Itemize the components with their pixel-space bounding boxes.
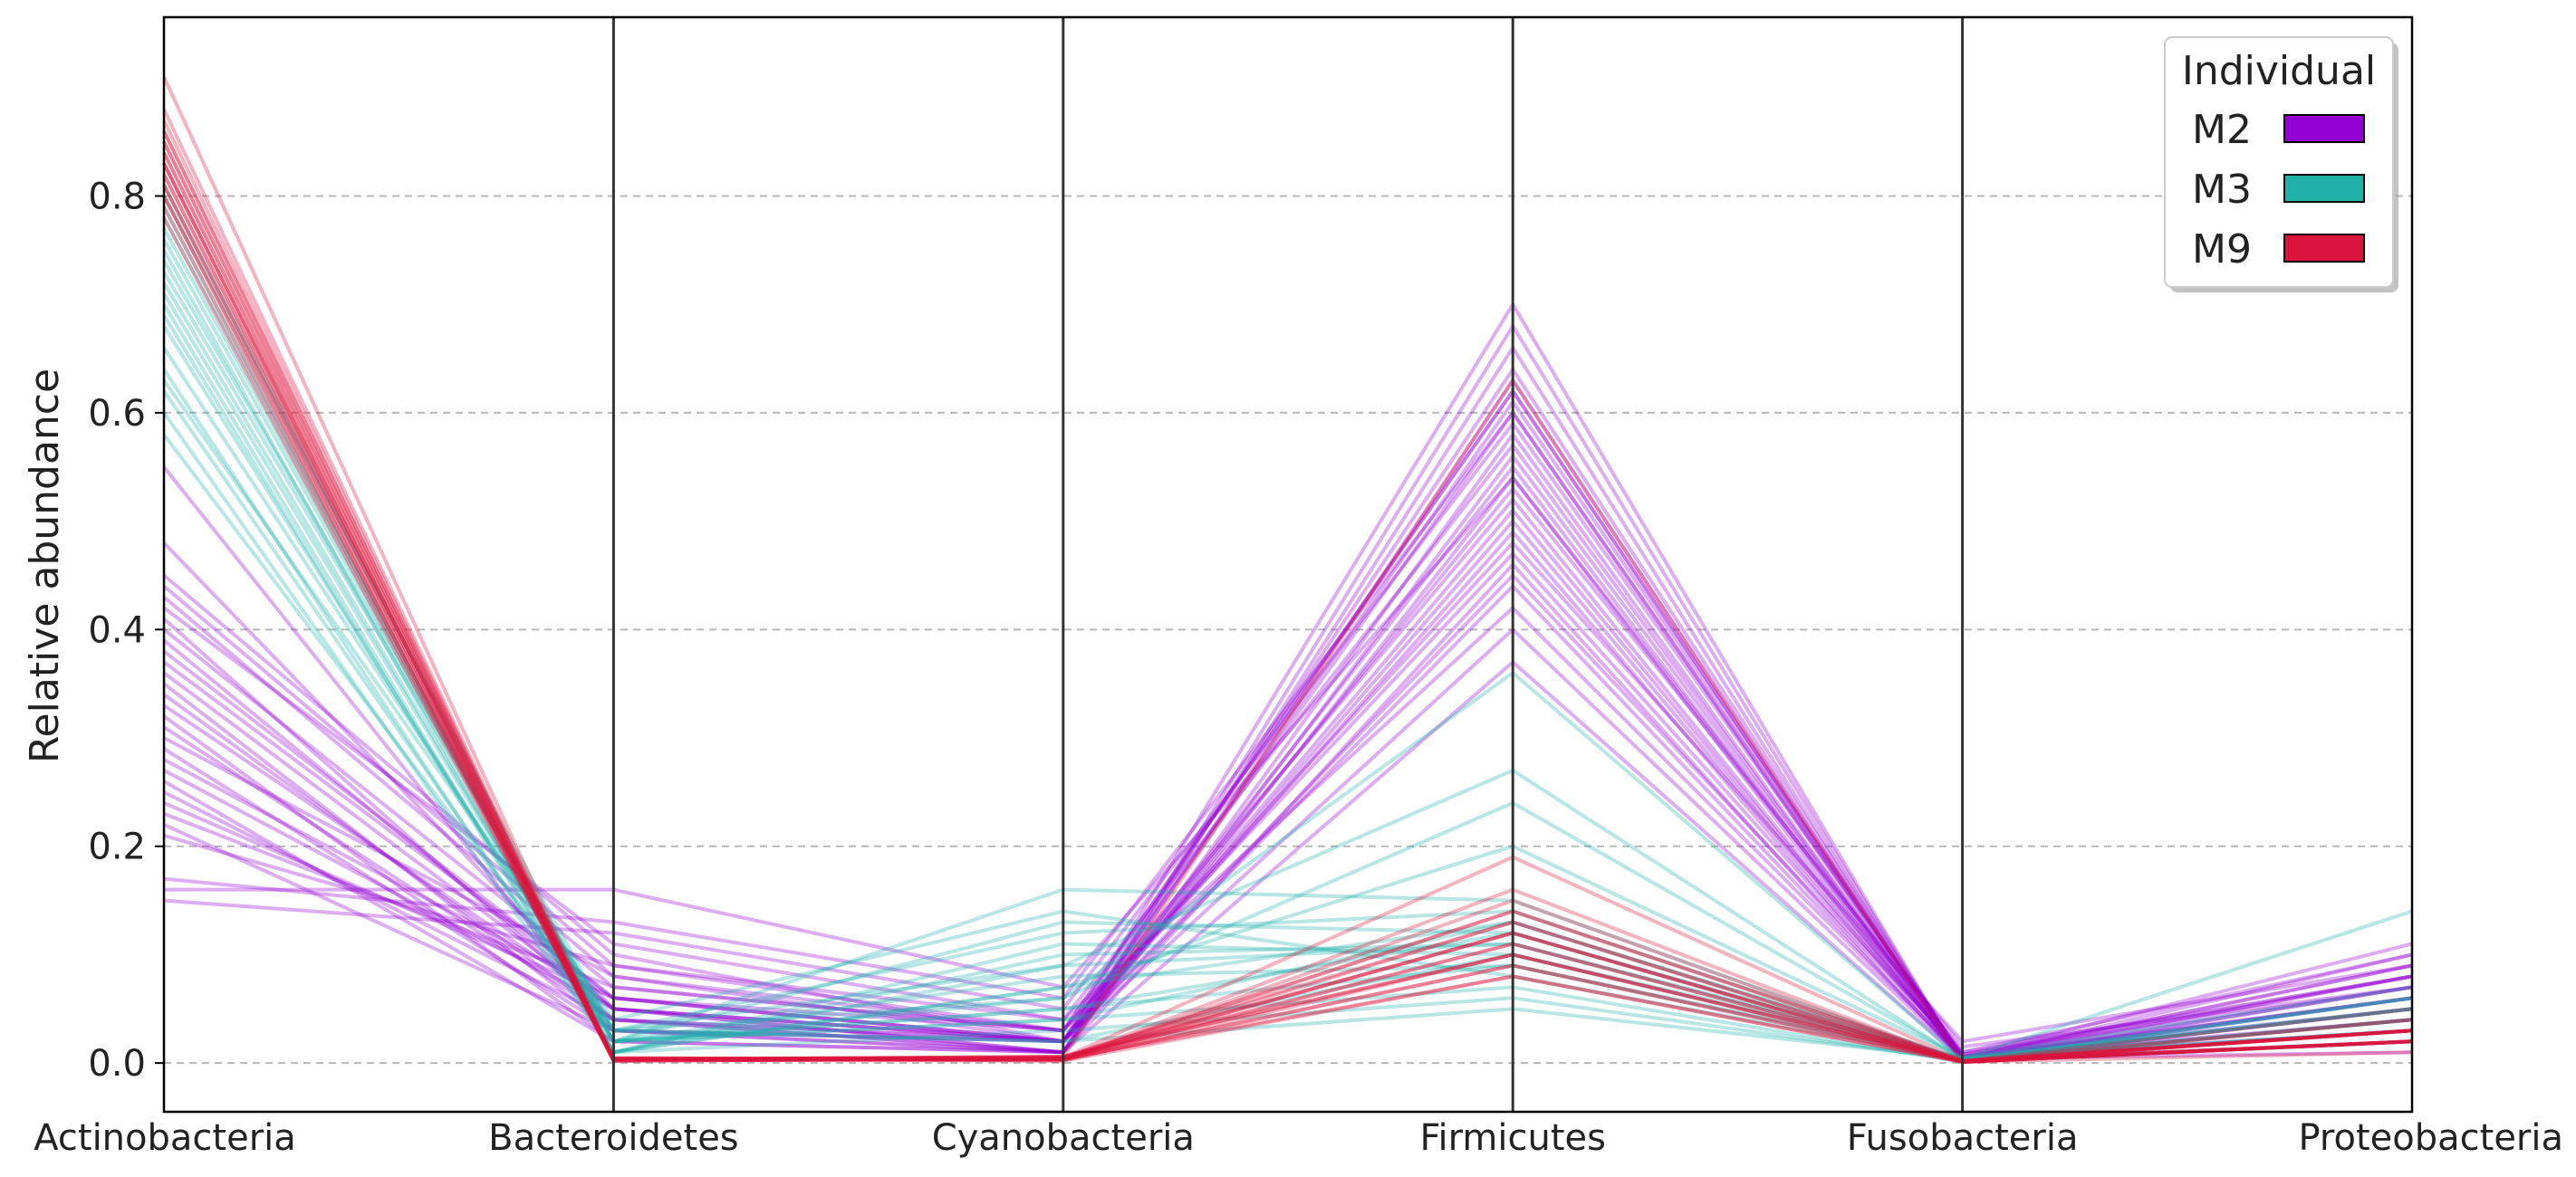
series-line-m2 [163,410,2413,1058]
series-line-m2 [162,399,2413,1058]
series-line-m9 [162,108,2413,1064]
series-line-m2 [162,541,2413,1044]
series-line-m2 [163,389,2413,1062]
series-lines-layer [162,75,2413,1064]
legend-label: M3 [2192,167,2252,213]
series-line-m3 [162,325,2413,1061]
y-axis-label: Relative abundance [22,368,68,763]
series-line-m2 [163,389,2413,1061]
series-line-m2 [162,454,2413,1061]
series-line-m2 [163,302,2413,1064]
series-line-m2 [162,573,2413,1055]
series-line-m3 [162,303,2413,1060]
series-line-m3 [162,378,2413,1062]
series-line-m2 [163,346,2413,1063]
series-line-m2 [163,508,2413,1060]
series-line-m2 [162,541,2413,1060]
series-line-m9 [162,140,2413,1063]
category-label: Bacteroidetes [488,1117,739,1159]
series-line-m2 [164,475,2413,1055]
series-line-m3 [162,389,2413,1062]
series-line-m3 [162,238,2413,1063]
series-line-m2 [162,410,2413,1062]
category-label: Fusobacteria [1847,1117,2079,1159]
series-line-m2 [162,562,2413,1063]
legend-label: M2 [2192,107,2252,153]
series-line-m9 [162,195,2413,1064]
series-line-m3 [162,195,2413,1060]
series-line-m3 [162,368,2413,1063]
series-line-m2 [162,530,2413,1062]
series-line-m9 [162,206,2413,1064]
series-line-m3 [162,347,2413,1062]
legend-label: M9 [2192,226,2252,273]
series-line-m9 [162,173,2413,1064]
plot-frame [162,15,2414,1114]
series-line-m9 [162,173,2413,1064]
series-line-m2 [162,519,2413,1060]
series-line-m9 [162,162,2413,1064]
y-tick-label: 0.0 [88,1043,146,1085]
legend-swatch [2283,174,2365,203]
category-label: Actinobacteria [34,1117,296,1159]
series-line-m3 [162,271,2413,1062]
series-line-m3 [162,184,2413,1064]
series-line-m2 [163,443,2413,1061]
legend-box [2164,36,2394,288]
series-line-m9 [162,195,2413,1064]
legend-title: Individual [2182,48,2376,94]
series-line-m9 [162,184,2413,1063]
series-line-m9 [162,151,2413,1064]
category-label: Firmicutes [1419,1117,1606,1159]
y-tick-label: 0.6 [88,393,146,435]
series-line-m2 [162,465,2413,1062]
series-line-m9 [162,216,2413,1063]
series-line-m3 [162,314,2413,1063]
series-line-m2 [162,475,2413,1063]
series-line-m2 [162,497,2413,1061]
series-line-m2 [163,368,2413,1060]
series-line-m9 [162,151,2413,1064]
series-line-m3 [162,260,2413,1062]
category-label: Cyanobacteria [932,1117,1195,1159]
series-line-m9 [162,162,2413,1063]
category-label: Proteobacteria [2299,1117,2563,1159]
legend-swatch [2283,234,2365,263]
series-line-m9 [162,162,2413,1063]
series-line-m2 [163,421,2413,1057]
series-line-m2 [163,324,2413,1063]
series-line-m2 [162,584,2413,1061]
series-line-m2 [162,551,2413,1057]
series-line-m3 [162,249,2413,1061]
legend: Individual M2 M3 M9 [2164,36,2398,292]
y-tick-label: 0.8 [88,177,146,218]
legend-swatch [2283,114,2365,143]
series-line-m3 [162,433,2413,1061]
series-line-m9 [162,129,2413,1063]
series-line-m3 [162,227,2413,1063]
series-line-m9 [162,129,2413,1064]
series-line-m2 [162,606,2413,1058]
series-line-m2 [162,464,2413,1062]
y-tick-labels: 0.0 0.2 0.4 0.6 0.8 [88,177,164,1085]
category-labels: Actinobacteria Bacteroidetes Cyanobacteria… [34,1117,2563,1159]
series-line-m3 [162,216,2413,1062]
series-line-m9 [162,75,2413,1064]
series-line-m2 [162,432,2413,1063]
series-line-m3 [162,282,2413,1063]
grid-layer [164,195,2412,1065]
vertical-axes-layer [611,17,1965,1112]
series-line-m2 [162,486,2413,1049]
y-tick-label: 0.2 [88,827,146,868]
series-line-m3 [162,411,2413,1063]
series-line-m9 [162,184,2413,1064]
legend-entries: M2 M3 M9 [2192,107,2365,273]
series-line-m3 [162,206,2413,1063]
series-line-m9 [162,140,2413,1064]
series-line-m2 [162,378,2413,1062]
series-line-m3 [162,292,2413,1061]
y-tick-label: 0.4 [88,609,146,651]
series-line-m9 [162,119,2413,1064]
